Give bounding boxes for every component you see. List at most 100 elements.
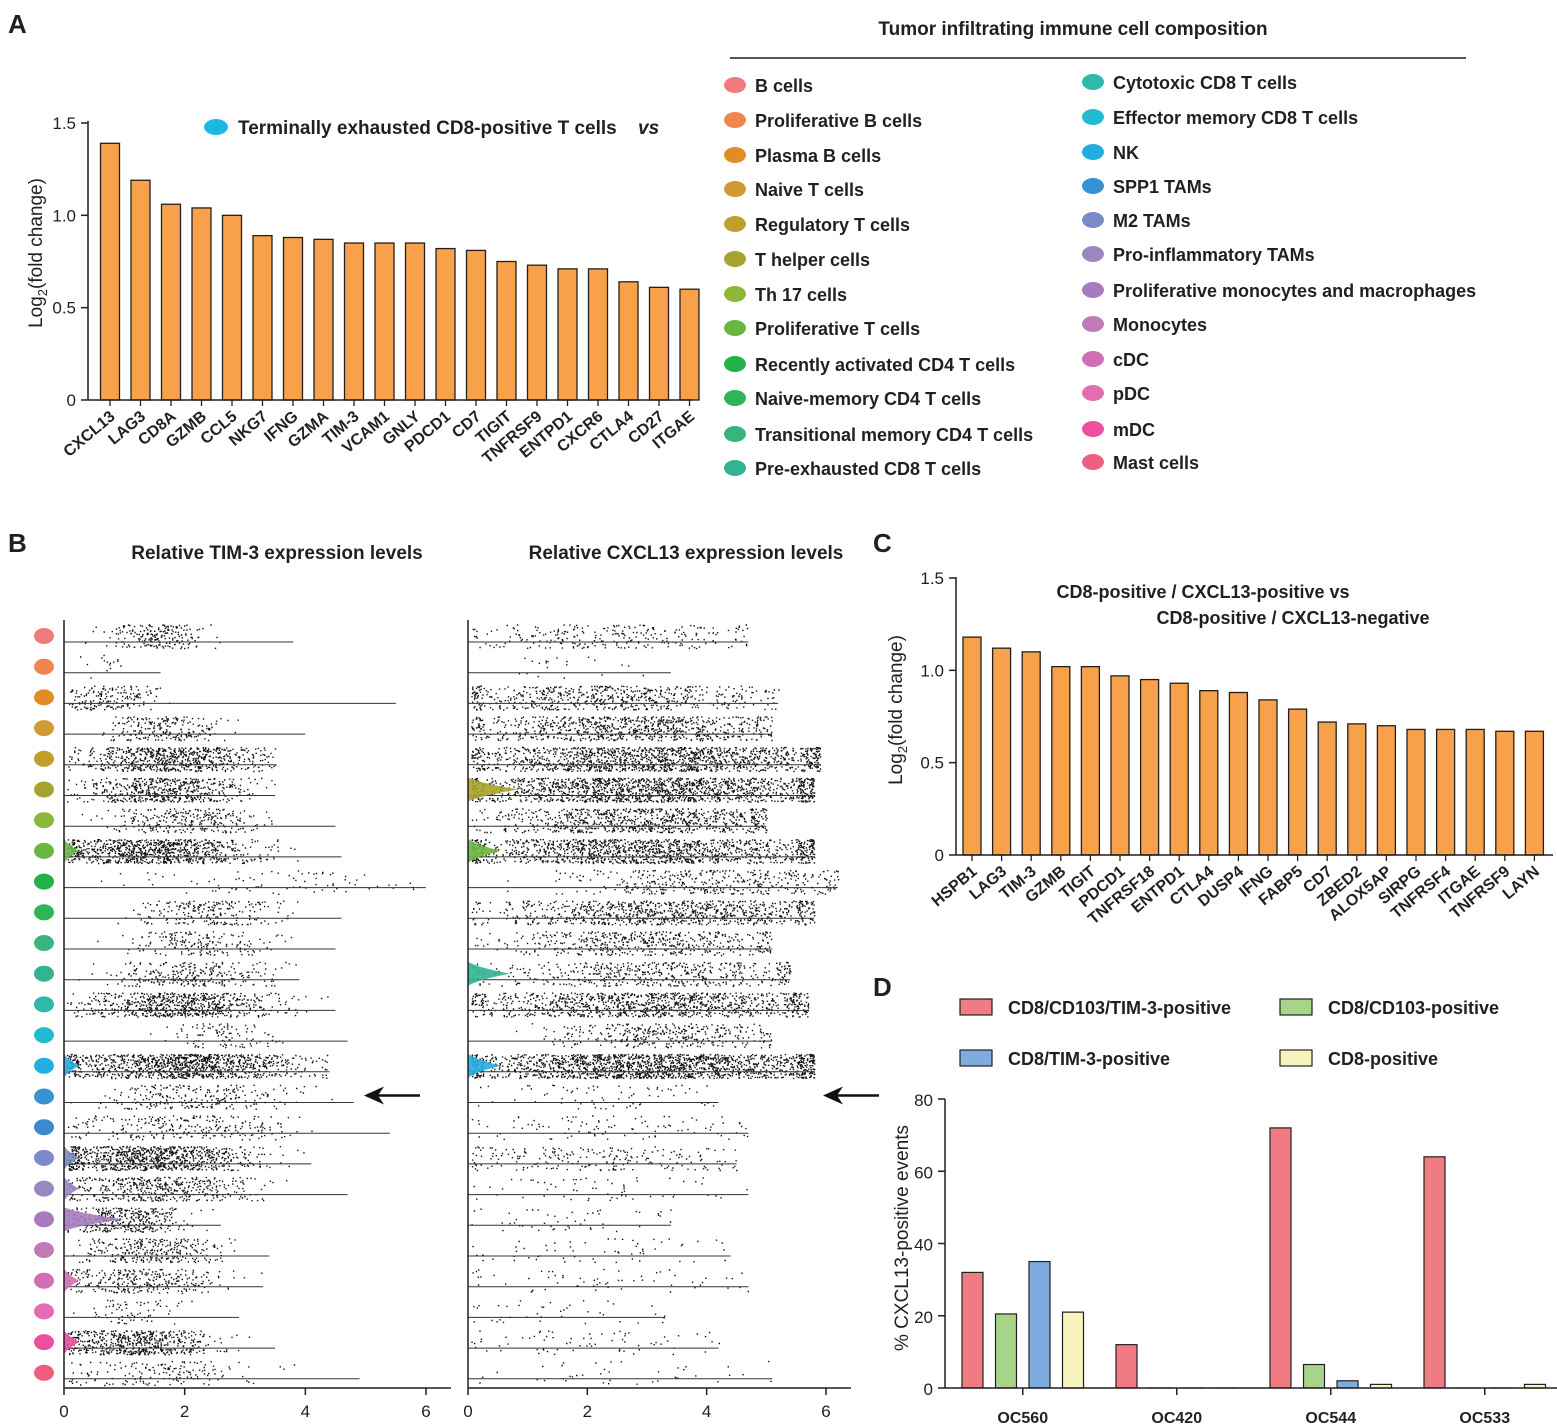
row-color-dot (34, 658, 54, 675)
expression-row (64, 900, 342, 926)
expression-points (471, 1330, 720, 1356)
legend-swatch (724, 112, 746, 128)
cell-legend: Tumor infiltrating immune cell compositi… (724, 19, 1476, 479)
legend-label: Naive-memory CD4 T cells (755, 389, 981, 409)
expression-points (68, 746, 277, 773)
y-tick-label: 60 (914, 1163, 933, 1182)
row-color-dot (34, 965, 54, 982)
bar-oc533 (1423, 1156, 1446, 1389)
expression-points (472, 961, 792, 988)
chart-c-ylabel: Log2(fold change) (886, 635, 910, 785)
bar-gzmb (1051, 665, 1071, 856)
expression-points (69, 685, 171, 711)
arrow-head (823, 1086, 843, 1105)
expression-row (64, 1207, 221, 1233)
bar-nkg7 (252, 234, 273, 401)
bar-itgae (1465, 728, 1485, 856)
bar-alox5ap (1376, 725, 1397, 856)
legend-swatch (724, 320, 746, 336)
chart-a-title: Terminally exhausted CD8-positive T cell… (204, 118, 659, 139)
chart-a-ylabel: Log2(fold change) (26, 178, 50, 328)
legend-label: Regulatory T cells (755, 215, 910, 235)
expression-row (64, 1084, 354, 1110)
expression-points (471, 992, 810, 1018)
legend-label: B cells (755, 76, 813, 96)
bar-cxcl13 (99, 142, 121, 401)
expression-points (67, 1053, 329, 1080)
expression-points (477, 1084, 715, 1110)
row-color-dot (34, 1180, 54, 1197)
expression-row (64, 654, 161, 679)
chart-d-ylabel: % CXCL13-positive events (892, 1125, 913, 1351)
expression-points (73, 1299, 193, 1325)
bar-tim-3 (343, 242, 365, 401)
expression-points (68, 1360, 296, 1387)
bar-ifng (282, 236, 304, 401)
legend-label: CD8-positive (1328, 1049, 1438, 1069)
expression-row (64, 961, 300, 988)
legend-title: Tumor infiltrating immune cell compositi… (878, 19, 1267, 40)
x-tick-label: 6 (821, 1402, 830, 1421)
violin-shape (64, 1145, 79, 1170)
expression-row (64, 1360, 360, 1387)
y-tick-label: 0 (924, 1380, 933, 1399)
bar-oc544 (1269, 1127, 1292, 1389)
legend-label: Plasma B cells (755, 146, 881, 166)
y-tick-label: 40 (914, 1236, 933, 1255)
bar-tim-3 (1021, 651, 1041, 856)
legend-label: pDC (1113, 384, 1150, 404)
bar-cxcr6 (587, 268, 609, 401)
expression-row (64, 1115, 390, 1141)
row-color-dot (34, 1211, 54, 1228)
x-tick-label: 0 (59, 1402, 68, 1421)
expression-row (468, 1023, 773, 1049)
expression-row (64, 1145, 312, 1172)
expression-points (72, 1238, 236, 1264)
bar-dusp4 (1228, 691, 1249, 856)
legend-label: Monocytes (1113, 315, 1207, 335)
chart-b-tim3-title: Relative TIM-3 expression levels (131, 543, 422, 564)
expression-points (471, 1208, 672, 1233)
legend-swatch (1082, 421, 1104, 437)
violin-shape (64, 1268, 79, 1293)
expression-row (64, 808, 336, 834)
legend-label: SPP1 TAMs (1113, 177, 1212, 197)
bar-itgae (679, 288, 700, 401)
expression-row (468, 900, 816, 926)
legend-label: Proliferative B cells (755, 111, 922, 131)
legend-swatch (724, 460, 746, 476)
violin-shape (468, 838, 501, 863)
bar-gzma (313, 238, 334, 401)
expression-row (64, 1330, 276, 1356)
bar-lag3 (130, 179, 151, 401)
panel-label-c: C (873, 528, 892, 558)
legend-swatch (1082, 74, 1104, 90)
y-tick-label: 0.5 (920, 754, 944, 773)
legend-label: NK (1113, 143, 1139, 163)
expression-points (471, 1146, 738, 1172)
expression-points (67, 1145, 305, 1172)
bar-oc560 (994, 1313, 1018, 1389)
legend-swatch (1279, 1049, 1313, 1067)
y-tick-label: 1.5 (52, 114, 76, 133)
chart-b-tim3: Relative TIM-3 expression levels 0 2 4 6 (34, 543, 451, 1421)
bar-fabp5 (1287, 708, 1308, 856)
row-color-dot (34, 996, 54, 1013)
expression-points (67, 1176, 288, 1202)
expression-row (468, 624, 749, 650)
bar-oc544 (1302, 1363, 1326, 1389)
expression-row (64, 1053, 330, 1080)
bar-layn (1524, 730, 1545, 856)
legend-swatch (1082, 316, 1104, 332)
expression-row (64, 838, 342, 865)
legend-swatch (724, 181, 746, 197)
expression-row (468, 685, 780, 711)
x-tick-label: OC533 (1459, 1410, 1510, 1426)
expression-row (64, 777, 276, 803)
row-color-dot (34, 873, 54, 890)
expression-points (471, 1115, 749, 1141)
expression-points (479, 1360, 772, 1385)
legend-swatch (724, 286, 746, 302)
expression-row (468, 1146, 738, 1172)
panel-label-b: B (8, 528, 27, 558)
